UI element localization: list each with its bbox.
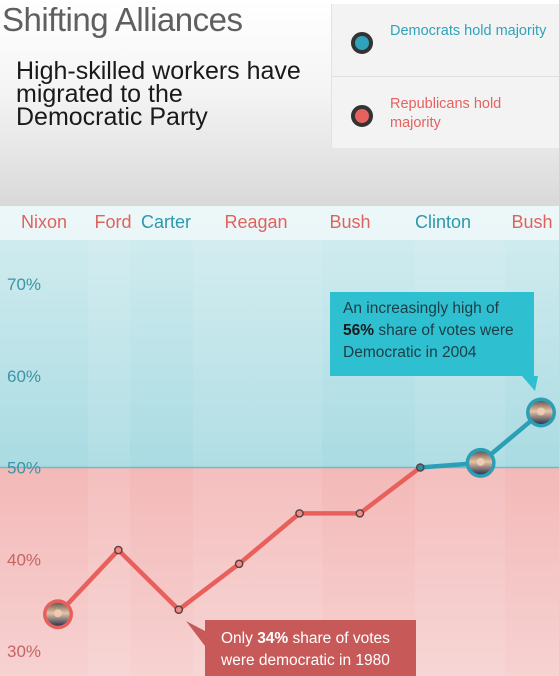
annotation-1980: Only 34% share of votes were democratic … bbox=[205, 620, 416, 676]
data-point bbox=[234, 559, 244, 569]
legend-divider bbox=[332, 76, 559, 77]
legend-label-republicans: Republicans hold majority bbox=[390, 96, 502, 131]
legend-dot-democrats bbox=[351, 32, 373, 54]
term-band bbox=[88, 206, 130, 676]
page-subtitle: High-skilled workers have migrated to th… bbox=[16, 57, 301, 131]
chart-svg: 70% 60% 50% 40% 30% Nixon Ford Carter Reagan Bush… bbox=[0, 206, 559, 676]
data-point bbox=[174, 605, 184, 615]
header: Shifting Alliances High-skilled workers … bbox=[0, 0, 559, 206]
annotation-pointer-top bbox=[522, 376, 538, 391]
term-band bbox=[193, 206, 322, 676]
data-point bbox=[295, 509, 304, 518]
president-label: Carter bbox=[141, 212, 191, 232]
y-tick-label: 70% bbox=[7, 275, 41, 294]
legend-item-republicans: Republicans hold majority bbox=[332, 77, 559, 149]
legend-dot-republicans bbox=[351, 105, 373, 127]
president-label: Ford bbox=[94, 212, 131, 232]
portrait-face bbox=[537, 407, 545, 416]
line-segment bbox=[176, 561, 242, 612]
legend: Democrats hold majority Republicans hold… bbox=[331, 4, 559, 148]
legend-label-democrats: Democrats hold majority bbox=[390, 23, 547, 39]
term-band bbox=[415, 206, 505, 676]
line-segment bbox=[236, 511, 302, 567]
annotation-1980-value: 34% bbox=[257, 630, 289, 647]
president-label: Clinton bbox=[415, 212, 471, 232]
line-segment bbox=[357, 465, 423, 516]
annotation-2004-value: 56% bbox=[343, 322, 375, 339]
y-tick-label: 50% bbox=[7, 459, 41, 478]
chart: 70% 60% 50% 40% 30% Nixon Ford Carter Reagan Bush… bbox=[0, 206, 559, 676]
portrait-face bbox=[476, 457, 485, 466]
annotation-pointer-bottom bbox=[186, 621, 205, 646]
president-label: Bush bbox=[511, 212, 552, 232]
portrait-face bbox=[54, 609, 62, 618]
annotation-2004-pre: An increasingly high of bbox=[343, 300, 499, 317]
y-tick-label: 30% bbox=[7, 642, 41, 661]
legend-item-democrats: Democrats hold majority bbox=[332, 4, 559, 76]
president-header-band bbox=[0, 206, 559, 240]
president-label: Reagan bbox=[224, 212, 287, 232]
line-segment bbox=[116, 547, 181, 612]
data-point bbox=[415, 463, 425, 472]
data-point bbox=[355, 509, 365, 518]
annotation-2004: An increasingly high of 56% share of vot… bbox=[330, 292, 534, 376]
y-tick-label: 40% bbox=[7, 550, 41, 569]
data-point bbox=[114, 545, 123, 555]
annotation-2004-post: share of votes were Democratic in 2004 bbox=[343, 322, 514, 361]
president-label: Bush bbox=[329, 212, 370, 232]
annotation-1980-pre: Only bbox=[221, 630, 258, 647]
president-label: Nixon bbox=[21, 212, 67, 232]
y-tick-label: 60% bbox=[7, 367, 41, 386]
annotation-1980-post: share of votes were democratic in 1980 bbox=[221, 630, 390, 669]
page-title: Shifting Alliances bbox=[2, 1, 243, 38]
